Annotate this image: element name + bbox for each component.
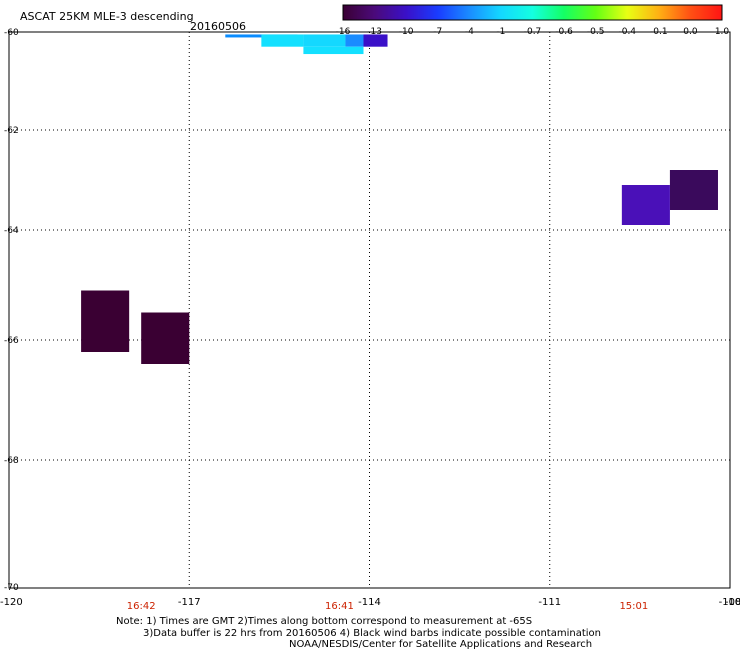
data-cell xyxy=(303,34,346,47)
data-cells xyxy=(81,34,718,364)
x-tick-label: -117 xyxy=(178,597,201,608)
colorbar-label: -0.6 xyxy=(555,27,573,37)
colorbar-bar xyxy=(342,4,723,21)
data-cell xyxy=(303,46,364,55)
colorbar-label: -0.1 xyxy=(650,27,668,37)
colorbar-label: -4 xyxy=(465,27,474,37)
colorbar-label: 1.0 xyxy=(715,27,730,37)
data-cell xyxy=(621,185,670,225)
colorbar-label: -7 xyxy=(433,27,442,37)
colorbar-label: -0.5 xyxy=(587,27,605,37)
data-cell xyxy=(141,312,190,364)
x-tick-label: -111 xyxy=(538,597,561,608)
x-tick-label: -120 xyxy=(0,597,23,608)
chart-date: 20160506 xyxy=(190,20,246,33)
plot-frame xyxy=(8,31,731,589)
colorbar-label: -0.7 xyxy=(524,27,542,37)
x-tick-label: -10 xyxy=(725,597,740,608)
note-line-2: 3)Data buffer is 22 hrs from 20160506 4)… xyxy=(143,628,601,639)
time-labels: 16:42 16:41 15:01 xyxy=(127,601,649,612)
x-tick-label: -114 xyxy=(358,597,381,608)
colorbar: -16 -13 -10 -7 -4 -1 -0.7 -0.6 -0.5 -0.4 -0.1 0.0 1.… xyxy=(336,4,730,37)
time-label: 16:42 xyxy=(127,601,156,612)
x-tick-label: -108 xyxy=(719,597,740,608)
data-cell xyxy=(669,170,718,210)
chart-title: ASCAT 25KM MLE-3 descending xyxy=(20,10,194,23)
colorbar-label: -13 xyxy=(367,27,382,37)
y-tick-label: -66 xyxy=(4,336,19,346)
colorbar-label: 0.0 xyxy=(683,27,698,37)
data-cell xyxy=(345,34,364,47)
colorbar-label: -1 xyxy=(496,27,505,37)
colorbar-label: -16 xyxy=(336,27,351,37)
data-cell xyxy=(81,290,130,352)
note-line-1: Note: 1) Times are GMT 2)Times along bot… xyxy=(116,616,533,627)
time-label: 15:01 xyxy=(619,601,648,612)
colorbar-label: -0.4 xyxy=(618,27,636,37)
note-line-3: NOAA/NESDIS/Center for Satellite Applica… xyxy=(289,639,593,650)
axes: -120 -117 -114 -111 -108-10-60-62-64-66-68-7… xyxy=(0,28,740,608)
time-label: 16:41 xyxy=(325,601,354,612)
y-tick-label: -64 xyxy=(4,226,19,236)
y-tick-label: -60 xyxy=(4,28,19,38)
y-tick-label: -70 xyxy=(4,583,19,593)
data-cell xyxy=(363,34,388,47)
y-tick-label: -68 xyxy=(4,456,19,466)
data-cell xyxy=(261,34,304,47)
colorbar-label: -10 xyxy=(399,27,414,37)
y-tick-label: -62 xyxy=(4,126,19,136)
